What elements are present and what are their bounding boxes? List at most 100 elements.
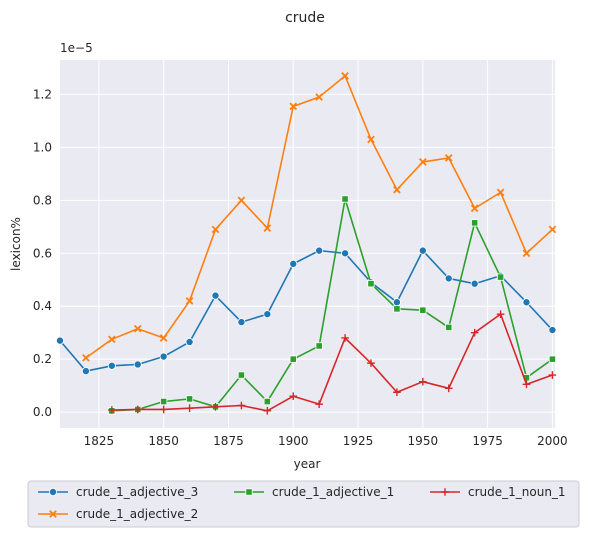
data-point-marker	[367, 135, 375, 144]
data-point-marker	[237, 318, 246, 327]
y-axis-label: lexicon%	[9, 217, 23, 271]
data-point-marker	[548, 326, 557, 335]
data-point-marker	[470, 279, 479, 288]
x-tick-label: 1825	[84, 434, 115, 448]
series-crude_1_noun_1	[108, 310, 557, 415]
data-point-marker	[237, 401, 246, 410]
data-point-marker	[393, 305, 401, 313]
data-point-marker	[211, 403, 220, 411]
x-tick-label: 1950	[408, 434, 439, 448]
data-point-marker	[393, 388, 401, 397]
data-point-marker	[496, 188, 505, 197]
data-point-marker	[49, 487, 58, 496]
legend-item: crude_1_adjective_3	[38, 485, 198, 499]
data-point-marker	[245, 488, 253, 496]
data-point-marker	[367, 280, 375, 288]
legend-label: crude_1_adjective_2	[76, 507, 198, 521]
data-point-marker	[341, 72, 349, 80]
data-point-marker	[445, 323, 453, 331]
data-point-marker	[341, 195, 349, 203]
legend-label: crude_1_noun_1	[468, 485, 566, 499]
data-point-marker	[237, 196, 246, 205]
data-point-marker	[49, 510, 57, 518]
x-axis-label: year	[294, 457, 321, 471]
data-point-marker	[56, 336, 65, 345]
data-point-marker	[263, 406, 272, 415]
data-point-marker	[444, 384, 453, 393]
data-point-marker	[133, 324, 142, 333]
data-point-marker	[185, 297, 194, 305]
data-point-marker	[211, 225, 220, 234]
x-axis-ticks: 1825 1850 1875 1900 1925 1950 1975 2000	[84, 434, 568, 448]
y-tick-label: 1.2	[33, 87, 52, 101]
data-point-marker	[419, 377, 427, 386]
series-line	[59, 249, 553, 372]
data-point-marker	[393, 185, 401, 194]
legend: crude_1_adjective_3 crude_1_adjective_2 cr…	[27, 480, 580, 528]
y-tick-label: 0.8	[33, 193, 52, 207]
data-point-marker	[289, 102, 298, 111]
legend-item: crude_1_adjective_1	[234, 485, 394, 499]
y-tick-label: 1.0	[33, 140, 52, 154]
data-point-marker	[341, 334, 349, 342]
data-point-marker	[471, 219, 479, 227]
x-tick-label: 1850	[148, 434, 179, 448]
data-point-marker	[444, 274, 453, 283]
data-point-marker	[315, 400, 323, 408]
data-point-marker	[133, 360, 142, 369]
data-point-marker	[315, 342, 323, 350]
plot-area	[60, 60, 555, 428]
data-point-marker	[263, 224, 272, 232]
data-point-marker	[441, 488, 449, 496]
series-crude_1_adjective_3	[56, 246, 557, 376]
y-axis-ticks: 0.0 0.2 0.4 0.6 0.8 1.0 1.2	[33, 87, 52, 419]
data-point-marker	[548, 371, 557, 379]
data-point-marker	[522, 249, 531, 258]
data-point-marker	[133, 405, 142, 414]
legend-item: crude_1_adjective_2	[38, 507, 198, 521]
series-layer	[56, 72, 557, 415]
data-point-marker	[82, 354, 90, 362]
x-tick-label: 2000	[537, 434, 568, 448]
data-point-marker	[107, 361, 116, 370]
data-point-marker	[159, 405, 168, 414]
data-point-marker	[418, 246, 427, 255]
chart-title: crude	[285, 10, 325, 26]
y-tick-label: 0.4	[33, 299, 52, 313]
data-point-marker	[470, 328, 479, 337]
data-point-marker	[496, 310, 505, 318]
data-point-marker	[470, 204, 479, 213]
data-point-marker	[81, 367, 90, 376]
data-point-marker	[289, 355, 297, 363]
data-point-marker	[108, 406, 116, 414]
data-point-marker	[263, 397, 271, 406]
data-point-marker	[263, 310, 272, 319]
series-line	[111, 313, 553, 412]
data-point-marker	[522, 380, 531, 389]
y-tick-label: 0.2	[33, 352, 52, 366]
data-point-marker	[367, 359, 375, 367]
x-tick-label: 1900	[278, 434, 309, 448]
data-point-marker	[548, 225, 557, 234]
data-point-marker	[341, 249, 350, 258]
data-point-marker	[185, 404, 194, 412]
data-point-marker	[522, 298, 531, 307]
data-point-marker	[237, 371, 246, 379]
series-crude_1_adjective_2	[82, 72, 557, 362]
y-tick-label: 0.0	[33, 405, 52, 419]
data-point-marker	[315, 246, 324, 255]
data-point-marker	[418, 158, 427, 166]
data-point-marker	[185, 395, 194, 403]
legend-label: crude_1_adjective_3	[76, 485, 198, 499]
data-point-marker	[185, 337, 194, 346]
data-point-marker	[160, 397, 168, 406]
data-point-marker	[548, 355, 557, 363]
data-point-marker	[159, 334, 168, 342]
data-point-marker	[159, 352, 168, 361]
x-tick-label: 1925	[343, 434, 374, 448]
y-tick-label: 0.6	[33, 246, 52, 260]
data-point-marker	[211, 291, 220, 300]
data-point-marker	[289, 392, 298, 401]
data-point-marker	[107, 335, 116, 344]
